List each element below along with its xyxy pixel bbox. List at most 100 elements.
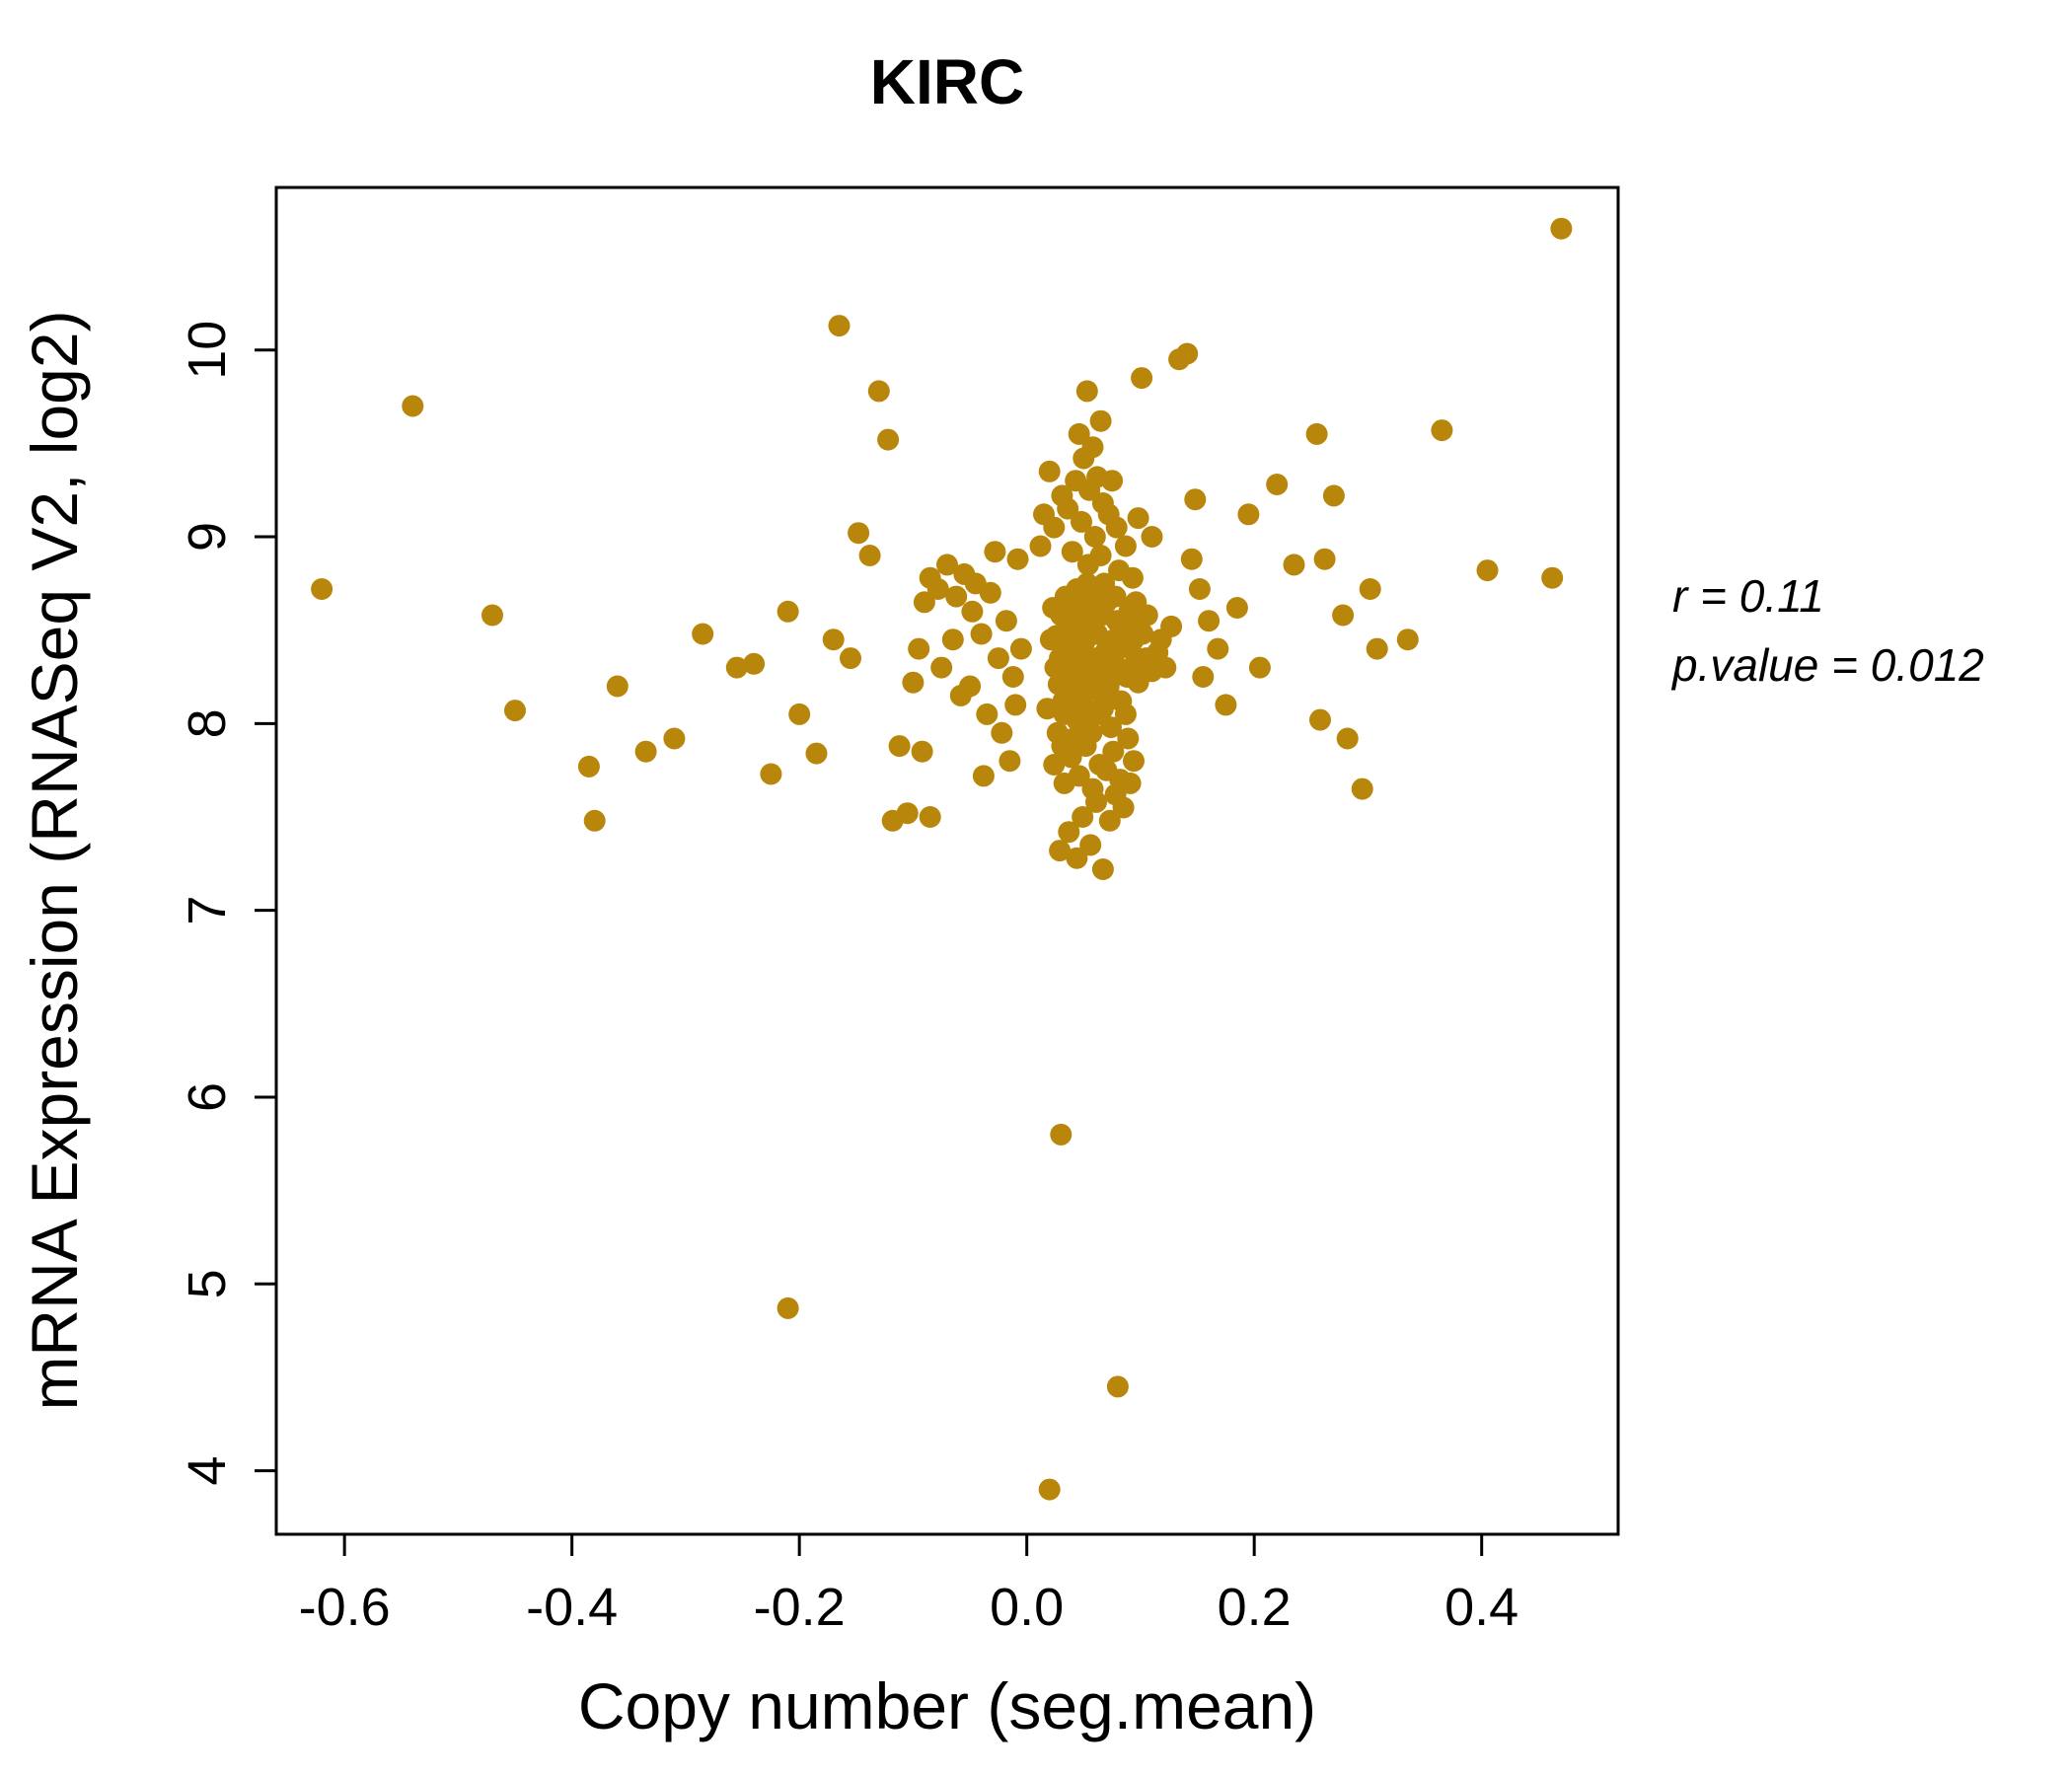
y-tick-label: 5 bbox=[178, 1269, 237, 1298]
data-point bbox=[1237, 503, 1260, 526]
data-point bbox=[1192, 666, 1215, 688]
data-point bbox=[822, 629, 845, 651]
x-tick-label: -0.4 bbox=[526, 1578, 618, 1637]
data-point bbox=[1072, 806, 1094, 828]
y-axis-ticks: 4 5 6 7 8 9 10 bbox=[178, 321, 276, 1486]
data-point bbox=[1108, 559, 1130, 582]
data-point bbox=[1053, 772, 1075, 794]
data-point bbox=[1104, 783, 1127, 806]
data-point bbox=[972, 765, 995, 787]
data-point bbox=[1476, 559, 1499, 582]
data-point bbox=[1366, 637, 1388, 660]
data-point bbox=[970, 623, 993, 645]
data-point bbox=[1089, 409, 1112, 432]
data-point bbox=[504, 700, 526, 722]
data-point bbox=[902, 671, 925, 694]
data-point bbox=[481, 604, 503, 627]
data-point bbox=[1085, 790, 1107, 813]
data-point bbox=[1083, 671, 1106, 694]
data-point bbox=[1089, 545, 1112, 566]
data-point bbox=[1033, 503, 1055, 526]
data-point bbox=[911, 740, 933, 763]
data-point bbox=[877, 428, 900, 451]
data-point bbox=[1060, 746, 1082, 769]
data-point bbox=[1057, 619, 1079, 641]
annotation-r-value: r = 0.11 bbox=[1672, 570, 1824, 622]
data-point bbox=[1332, 604, 1355, 627]
data-point bbox=[692, 623, 714, 645]
data-point bbox=[311, 578, 333, 600]
data-point bbox=[987, 647, 1009, 670]
data-point bbox=[945, 585, 968, 608]
data-point bbox=[1351, 777, 1373, 800]
data-point bbox=[1180, 548, 1203, 570]
data-point bbox=[1305, 422, 1328, 445]
data-point bbox=[1188, 578, 1211, 600]
data-point bbox=[1283, 554, 1305, 576]
chart-title: KIRC bbox=[870, 46, 1024, 117]
data-point bbox=[1080, 604, 1103, 627]
data-point bbox=[867, 380, 890, 403]
y-axis-label: mRNA Expression (RNASeq V2, log2) bbox=[18, 310, 91, 1410]
data-point bbox=[1322, 484, 1345, 507]
data-point bbox=[848, 522, 870, 545]
data-point bbox=[1050, 1123, 1073, 1146]
data-point bbox=[919, 806, 941, 828]
data-point bbox=[1044, 656, 1067, 679]
data-point bbox=[1336, 727, 1359, 750]
data-point bbox=[1104, 585, 1127, 608]
data-point bbox=[1039, 629, 1062, 651]
data-point bbox=[984, 541, 1006, 563]
data-point bbox=[913, 591, 935, 614]
data-point bbox=[1131, 367, 1153, 390]
data-point bbox=[1396, 629, 1419, 651]
x-tick-label: 0.4 bbox=[1444, 1578, 1518, 1637]
data-point bbox=[1004, 694, 1027, 716]
data-point bbox=[1091, 698, 1114, 720]
data-point bbox=[1083, 526, 1106, 548]
data-point bbox=[725, 656, 748, 679]
x-axis-label: Copy number (seg.mean) bbox=[578, 1669, 1316, 1742]
data-point bbox=[888, 735, 911, 758]
data-point bbox=[908, 637, 930, 660]
data-point bbox=[1049, 840, 1072, 862]
x-tick-label: 0.0 bbox=[990, 1578, 1064, 1637]
data-point bbox=[1106, 1375, 1129, 1398]
data-point bbox=[1038, 1478, 1061, 1501]
data-point bbox=[1046, 721, 1069, 744]
data-point bbox=[788, 703, 811, 725]
data-point bbox=[1225, 597, 1248, 619]
data-point bbox=[1113, 619, 1136, 641]
data-point bbox=[1058, 821, 1080, 844]
data-point bbox=[1098, 809, 1121, 832]
data-point bbox=[1061, 541, 1083, 563]
data-point bbox=[1248, 656, 1271, 679]
data-point bbox=[828, 315, 851, 337]
data-point bbox=[858, 545, 881, 566]
data-point bbox=[1109, 660, 1132, 683]
x-tick-label: -0.2 bbox=[754, 1578, 846, 1637]
data-point bbox=[1038, 460, 1061, 482]
data-point bbox=[1550, 217, 1573, 240]
data-point bbox=[1075, 380, 1098, 403]
scatter-points-layer bbox=[311, 217, 1573, 1501]
data-point bbox=[1176, 342, 1199, 365]
data-point bbox=[1114, 535, 1137, 557]
data-point bbox=[1125, 591, 1147, 614]
data-point bbox=[1091, 858, 1114, 880]
data-point bbox=[840, 647, 861, 670]
data-point bbox=[1105, 516, 1128, 539]
data-point bbox=[1309, 708, 1331, 731]
x-tick-label: 0.2 bbox=[1218, 1578, 1292, 1637]
data-point bbox=[1160, 615, 1183, 637]
data-point bbox=[1091, 492, 1114, 514]
data-point bbox=[964, 572, 987, 595]
data-point bbox=[1141, 526, 1163, 548]
data-point bbox=[999, 750, 1021, 773]
data-point bbox=[941, 629, 964, 651]
data-point bbox=[402, 395, 424, 417]
data-point bbox=[1036, 698, 1059, 720]
data-point bbox=[1102, 740, 1125, 763]
